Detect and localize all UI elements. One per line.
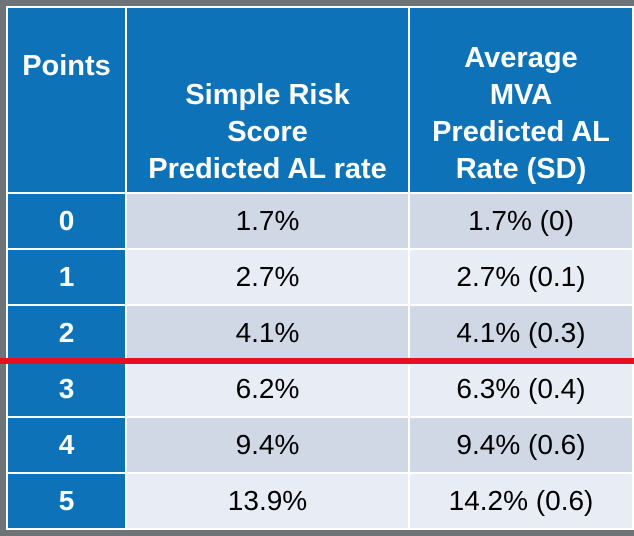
cell-simple-rate: 2.7% xyxy=(125,248,410,306)
header-simple-line: Simple Risk xyxy=(185,79,350,111)
threshold-divider-line xyxy=(0,358,634,364)
cell-points: 2 xyxy=(6,304,127,362)
table-row: 4 9.4% 9.4% (0.6) xyxy=(6,416,634,474)
cell-mva-rate: 2.7% (0.1) xyxy=(408,248,634,306)
table-row: 0 1.7% 1.7% (0) xyxy=(6,192,634,250)
cell-mva-rate: 6.3% (0.4) xyxy=(408,360,634,418)
header-avg-line: Average xyxy=(464,42,578,74)
cell-simple-rate: 1.7% xyxy=(125,192,410,250)
header-avg-line: MVA xyxy=(489,79,553,111)
header-points: Points xyxy=(6,6,127,194)
header-points-label: Points xyxy=(22,50,111,82)
cell-points: 3 xyxy=(6,360,127,418)
header-simple-risk-score: Simple Risk Score Predicted AL rate xyxy=(125,6,410,194)
cell-points: 0 xyxy=(6,192,127,250)
header-avg-line: Predicted AL xyxy=(432,116,610,148)
cell-points: 5 xyxy=(6,472,127,530)
cell-simple-rate: 6.2% xyxy=(125,360,410,418)
risk-score-table: Points Simple Risk Score Predicted AL ra… xyxy=(6,6,634,530)
cell-mva-rate: 1.7% (0) xyxy=(408,192,634,250)
header-avg-line: Rate (SD) xyxy=(455,153,587,185)
table-row: 1 2.7% 2.7% (0.1) xyxy=(6,248,634,306)
table-row: 3 6.2% 6.3% (0.4) xyxy=(6,360,634,418)
cell-simple-rate: 9.4% xyxy=(125,416,410,474)
cell-mva-rate: 9.4% (0.6) xyxy=(408,416,634,474)
header-row: Points Simple Risk Score Predicted AL ra… xyxy=(6,6,634,194)
cell-points: 4 xyxy=(6,416,127,474)
header-average-mva: Average MVA Predicted AL Rate (SD) xyxy=(408,6,634,194)
cell-simple-rate: 13.9% xyxy=(125,472,410,530)
header-simple-line: Predicted AL rate xyxy=(148,153,387,185)
table-row: 2 4.1% 4.1% (0.3) xyxy=(6,304,634,362)
cell-simple-rate: 4.1% xyxy=(125,304,410,362)
cell-mva-rate: 14.2% (0.6) xyxy=(408,472,634,530)
cell-points: 1 xyxy=(6,248,127,306)
cell-mva-rate: 4.1% (0.3) xyxy=(408,304,634,362)
header-simple-line: Score xyxy=(227,116,308,148)
table-row: 5 13.9% 14.2% (0.6) xyxy=(6,472,634,530)
